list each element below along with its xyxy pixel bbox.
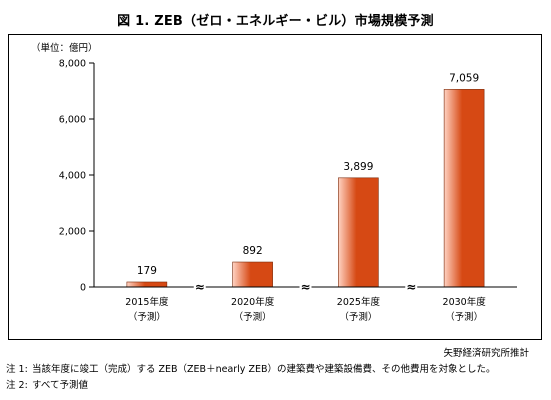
- note-1-text: 当該年度に竣工（完成）する ZEB（ZEB＋nearly ZEB）の建築費や建築…: [32, 364, 496, 375]
- bar-value-label: 7,059: [449, 72, 479, 84]
- bar: [232, 261, 273, 288]
- chart-title: 図 1. ZEB（ゼロ・エネルギー・ビル）市場規模予測: [117, 14, 434, 29]
- x-category-sublabel: （予測）: [128, 311, 166, 323]
- bar-value-label: 179: [137, 265, 157, 277]
- axis-break-mark: ≈: [300, 280, 310, 294]
- note-2: 注 2: すべて予測値: [6, 377, 88, 391]
- note-1: 注 1: 当該年度に竣工（完成）する ZEB（ZEB＋nearly ZEB）の建築…: [6, 361, 495, 375]
- note-2-text: すべて予測値: [32, 380, 88, 391]
- x-category-label: 2025年度: [337, 296, 381, 308]
- note-1-label: 注 1:: [6, 364, 28, 375]
- x-category-sublabel: （予測）: [234, 311, 272, 323]
- x-category-label: 2015年度: [125, 296, 169, 308]
- y-tick-label: 0: [80, 283, 86, 294]
- bar: [338, 177, 379, 288]
- y-tick-label: 8,000: [59, 59, 86, 70]
- x-category-sublabel: （予測）: [445, 311, 483, 323]
- y-tick-label: 2,000: [59, 227, 86, 238]
- bar-value-label: 892: [243, 245, 263, 257]
- y-tick-label: 6,000: [59, 115, 86, 126]
- y-axis-unit-label: （単位：億円）: [31, 42, 98, 54]
- note-2-label: 注 2:: [6, 380, 28, 391]
- chart-frame: （単位：億円） 0 2,000 4,000 6,000 8,000 179 892 3,89…: [8, 34, 542, 340]
- bar-chart: （単位：億円） 0 2,000 4,000 6,000 8,000 179 892 3,89…: [31, 42, 517, 323]
- axis-break-mark: ≈: [406, 280, 416, 294]
- bar-value-label: 3,899: [343, 161, 373, 173]
- bar: [443, 89, 485, 288]
- x-category-label: 2020年度: [231, 296, 275, 308]
- source-credit: 矢野経済研究所推計: [443, 348, 529, 359]
- x-category-label: 2030年度: [443, 296, 487, 308]
- bar: [126, 281, 168, 288]
- y-tick-label: 4,000: [59, 171, 86, 182]
- x-category-sublabel: （予測）: [339, 311, 377, 323]
- axis-break-mark: ≈: [195, 280, 205, 294]
